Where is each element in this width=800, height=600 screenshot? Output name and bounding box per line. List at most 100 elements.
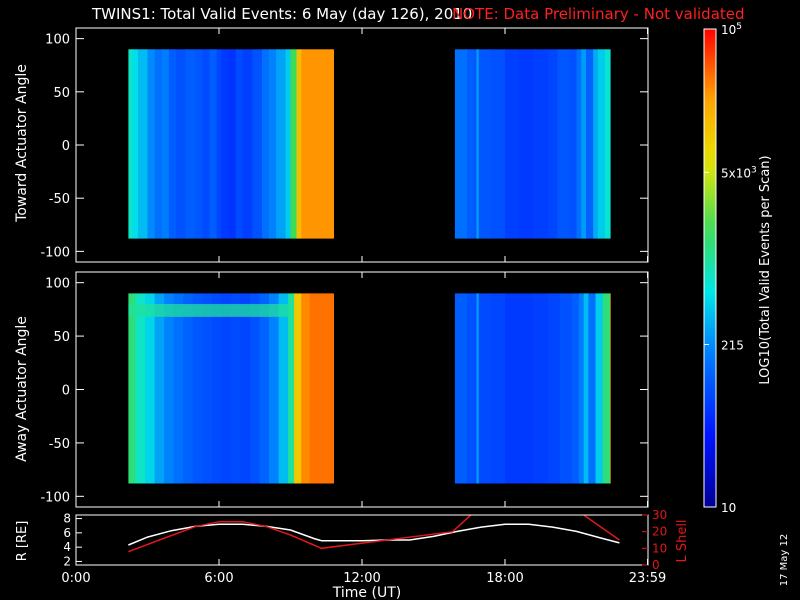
heatmap-cell bbox=[132, 49, 139, 239]
heatmap-cell bbox=[505, 293, 520, 484]
colorbar-label: 10 bbox=[721, 501, 736, 515]
x-tick-label: 18:00 bbox=[486, 571, 523, 586]
heatmap-cell bbox=[296, 49, 302, 239]
y-right-tick-label: 0 bbox=[652, 558, 660, 572]
heatmap-cell bbox=[154, 49, 163, 239]
heatmap-cell bbox=[278, 293, 289, 484]
y-tick-label: 50 bbox=[53, 330, 70, 345]
y-tick-label: 8 bbox=[63, 512, 71, 526]
heatmap-cell bbox=[474, 293, 477, 484]
heatmap-cell bbox=[221, 293, 232, 484]
heatmap-cell bbox=[138, 49, 149, 239]
heatmap-cell bbox=[154, 293, 165, 484]
y-tick-label: 50 bbox=[53, 86, 70, 101]
y-tick-label: 6 bbox=[63, 526, 71, 540]
heatmap-cell bbox=[578, 293, 585, 484]
heatmap-cell bbox=[185, 49, 196, 239]
heatmap-cell bbox=[176, 49, 187, 239]
heatmap-cell bbox=[474, 49, 477, 239]
chart-title: TWINS1: Total Valid Events: 6 May (day 1… bbox=[92, 5, 473, 23]
heatmap-cell bbox=[569, 49, 578, 239]
heatmap-cell bbox=[147, 49, 156, 239]
heatmap-cell bbox=[235, 49, 244, 239]
heatmap-cell bbox=[588, 293, 597, 484]
heatmap-cell bbox=[183, 293, 194, 484]
heatmap-cell bbox=[290, 49, 298, 239]
y-tick-label: 0 bbox=[62, 384, 70, 399]
toward-heatmap-panel: 100 50 0 -50 -100 bbox=[40, 27, 649, 263]
heatmap-cell bbox=[202, 293, 213, 484]
away-heatmap-panel: 100 50 0 -50 -100 bbox=[40, 271, 649, 508]
heatmap-cell bbox=[128, 49, 133, 239]
heatmap-cell bbox=[557, 49, 570, 239]
heatmap-cell bbox=[276, 49, 287, 239]
heatmap-cell bbox=[571, 293, 580, 484]
heatmap-cell bbox=[250, 293, 261, 484]
y-right-tick-label: 10 bbox=[652, 541, 667, 555]
heatmap-cell bbox=[228, 49, 237, 239]
heatmap-cell bbox=[547, 49, 558, 239]
heatmap-cell bbox=[192, 293, 203, 484]
heatmap-cell bbox=[581, 49, 587, 239]
heatmap-cell bbox=[595, 293, 604, 484]
heatmap-cell bbox=[269, 49, 277, 239]
heatmap-cell bbox=[476, 49, 480, 239]
colorbar-label: 105 bbox=[721, 22, 742, 37]
heatmap-cell bbox=[533, 49, 549, 239]
heatmap-cell bbox=[128, 293, 137, 484]
heatmap-band bbox=[128, 304, 289, 317]
colorbar-label: 5x103 bbox=[721, 165, 757, 180]
ephem-left-ylabel: R [RE] bbox=[15, 521, 30, 562]
heatmap-cell bbox=[242, 49, 253, 239]
toward-ylabel: Toward Actuator Angle bbox=[14, 64, 30, 223]
heatmap-cell bbox=[285, 49, 292, 239]
heatmap-cell bbox=[221, 49, 230, 239]
heatmap-cell bbox=[559, 293, 573, 484]
heatmap-cell bbox=[519, 49, 535, 239]
heatmap-cell bbox=[602, 293, 611, 484]
x-tick-label: 6:00 bbox=[204, 571, 233, 586]
heatmap-cell bbox=[466, 49, 475, 239]
colorbar: 105 5x103 215 10 bbox=[703, 22, 757, 515]
heatmap-cell bbox=[164, 293, 175, 484]
ephem-xlabel: Time (UT) bbox=[332, 585, 401, 600]
colorbar-scale bbox=[703, 28, 717, 508]
y-tick-label: 4 bbox=[63, 540, 71, 554]
y-tick-label: -50 bbox=[49, 192, 70, 207]
y-tick-label: -100 bbox=[40, 245, 70, 260]
preliminary-note: NOTE: Data Preliminary - Not validated bbox=[452, 5, 745, 23]
heatmap-cell bbox=[173, 293, 184, 484]
heatmap-cell bbox=[209, 49, 218, 239]
heatmap-cell bbox=[269, 293, 280, 484]
heatmap-cell bbox=[476, 293, 480, 484]
heatmap-cell bbox=[252, 49, 263, 239]
heatmap-cell bbox=[240, 293, 251, 484]
away-ylabel: Away Actuator Angle bbox=[14, 316, 30, 462]
lshell-series-line bbox=[128, 515, 620, 553]
heatmap-cell bbox=[519, 293, 535, 484]
r-series-line bbox=[128, 523, 620, 546]
heatmap-cell bbox=[576, 49, 582, 239]
heatmap-cell bbox=[145, 293, 156, 484]
colorbar-title: LOG10(Total Valid Events per Scan) bbox=[758, 155, 773, 384]
heatmap-cell bbox=[288, 293, 295, 484]
heatmap-cell bbox=[478, 49, 492, 239]
heatmap-cell bbox=[597, 49, 606, 239]
heatmap-cell bbox=[505, 49, 520, 239]
heatmap-cell bbox=[202, 49, 210, 239]
colorbar-label: 215 bbox=[721, 338, 744, 352]
heatmap-cell bbox=[230, 293, 241, 484]
heatmap-cell bbox=[605, 49, 611, 239]
heatmap-cell bbox=[533, 293, 549, 484]
heatmap-cell bbox=[478, 293, 492, 484]
heatmap-cell bbox=[294, 293, 302, 484]
heatmap-cell bbox=[547, 293, 561, 484]
y-tick-label: 100 bbox=[45, 33, 70, 48]
date-stamp: 17 May 12 bbox=[779, 534, 790, 586]
ephem-right-ylabel: L Shell bbox=[675, 519, 690, 562]
heatmap-cell bbox=[216, 49, 222, 239]
heatmap-cell bbox=[454, 293, 468, 484]
y-tick-label: -100 bbox=[40, 490, 70, 505]
